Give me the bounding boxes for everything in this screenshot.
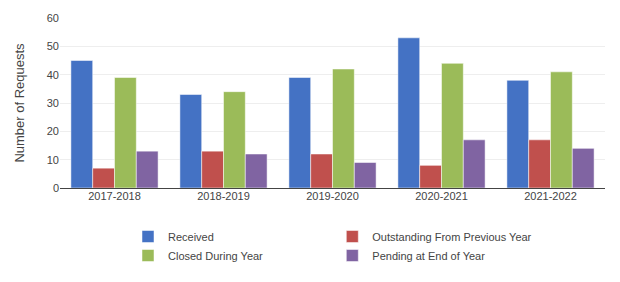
svg-text:2021-2022: 2021-2022 — [524, 190, 577, 202]
svg-text:0: 0 — [53, 182, 59, 194]
svg-text:2018-2019: 2018-2019 — [197, 190, 250, 202]
svg-text:40: 40 — [47, 69, 59, 81]
svg-text:Received: Received — [168, 231, 214, 243]
svg-text:2017-2018: 2017-2018 — [88, 190, 141, 202]
svg-text:50: 50 — [47, 40, 59, 52]
svg-text:Number of Requests: Number of Requests — [12, 43, 27, 163]
svg-text:Closed During Year: Closed During Year — [168, 250, 263, 262]
svg-text:20: 20 — [47, 125, 59, 137]
svg-text:30: 30 — [47, 97, 59, 109]
svg-text:Pending at End of Year: Pending at End of Year — [372, 250, 485, 262]
svg-text:Outstanding From Previous Year: Outstanding From Previous Year — [372, 231, 531, 243]
svg-text:2019-2020: 2019-2020 — [306, 190, 359, 202]
svg-text:10: 10 — [47, 154, 59, 166]
svg-text:60: 60 — [47, 12, 59, 24]
svg-text:2020-2021: 2020-2021 — [415, 190, 468, 202]
